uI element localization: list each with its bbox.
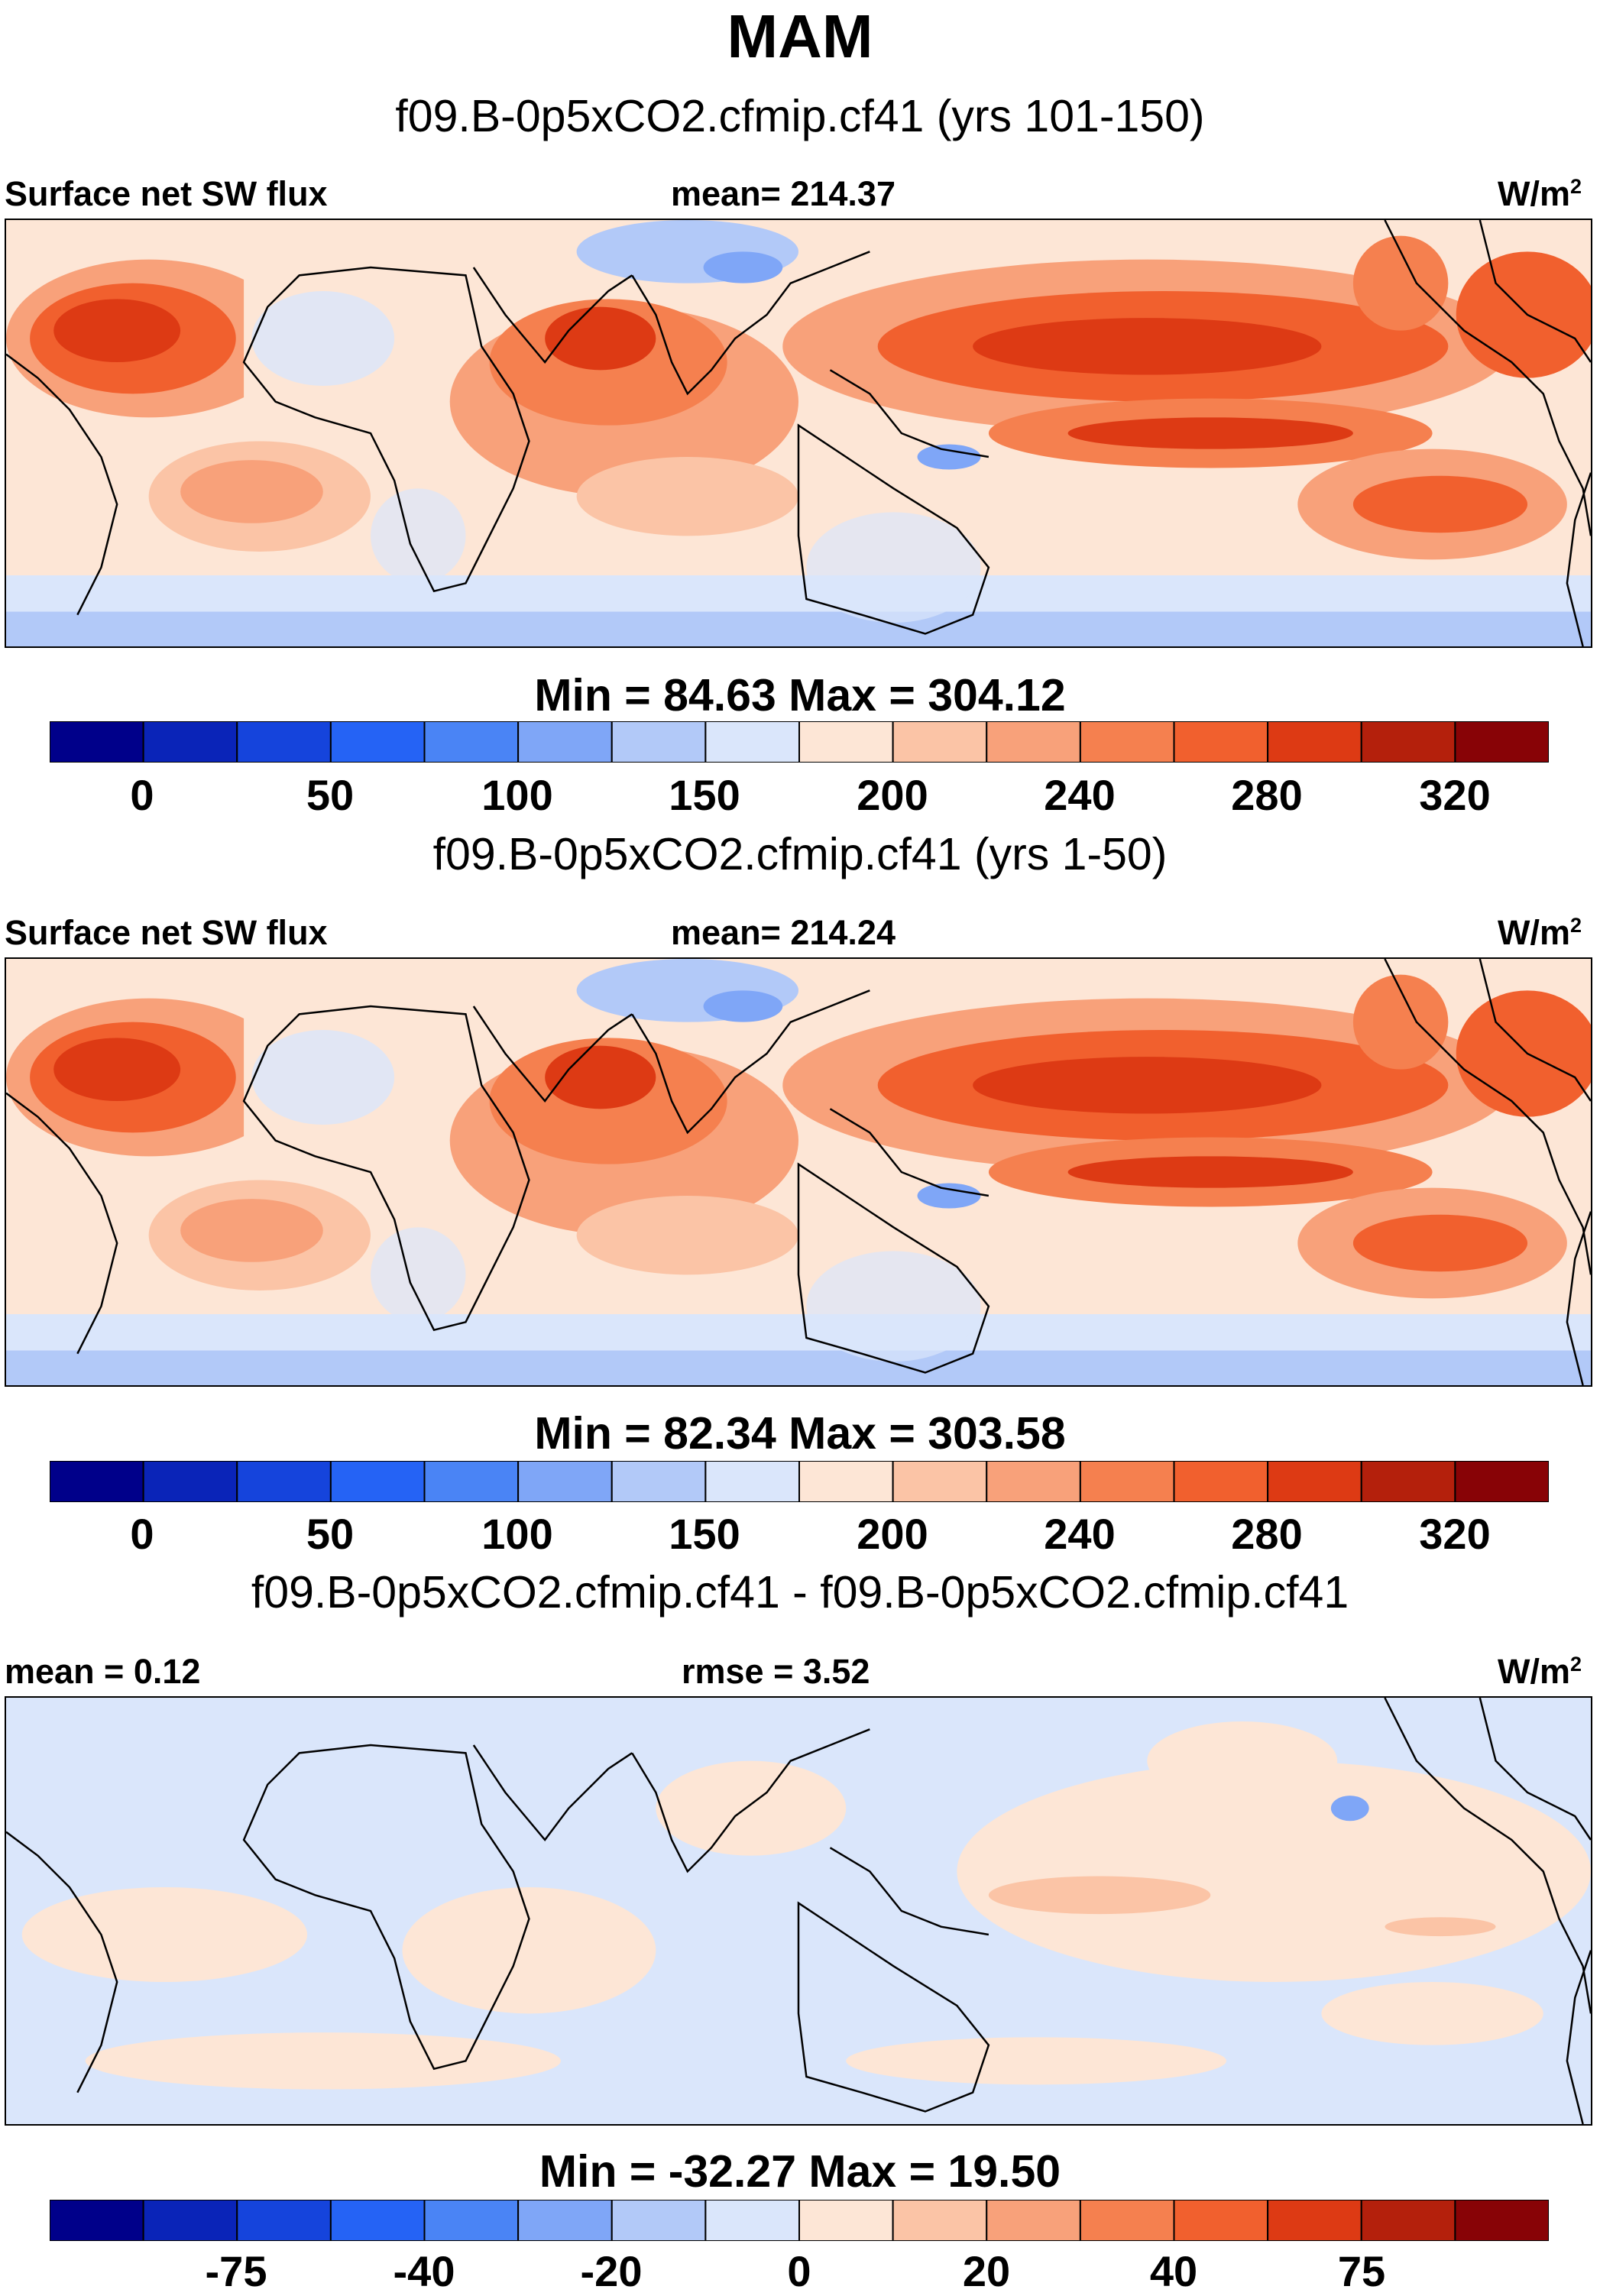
- colorbar-swatch: [1173, 2200, 1269, 2241]
- panel3-mean-label: mean = 0.12: [5, 1652, 201, 1691]
- colorbar-swatch: [142, 1461, 238, 1502]
- colorbar-swatch: [50, 721, 144, 763]
- colorbar-swatch: [1267, 1461, 1362, 1502]
- panel3-rmse-label: rmse = 3.52: [682, 1652, 870, 1691]
- colorbar-swatch: [1267, 2200, 1362, 2241]
- colorbar-swatch: [611, 1461, 707, 1502]
- panel1-colorbar: [50, 721, 1549, 763]
- colorbar-swatch: [798, 1461, 894, 1502]
- panel2-variable-label: Surface net SW flux: [5, 913, 328, 952]
- panel3-subtitle: f09.B-0p5xCO2.cfmip.cf41 - f09.B-0p5xCO2…: [251, 1567, 1349, 1618]
- colorbar-swatch: [1079, 2200, 1175, 2241]
- panel1-variable-label: Surface net SW flux: [5, 174, 328, 213]
- panel3-tick: -75: [205, 2247, 267, 2295]
- colorbar-swatch: [704, 1461, 801, 1502]
- colorbar-swatch: [892, 1461, 988, 1502]
- panel2-tick: 50: [306, 1510, 355, 1558]
- panel1-subtitle: f09.B-0p5xCO2.cfmip.cf41 (yrs 101-150): [395, 91, 1205, 141]
- colorbar-swatch: [1079, 721, 1175, 763]
- colorbar-swatch: [611, 2200, 707, 2241]
- colorbar-swatch: [423, 721, 520, 763]
- colorbar-swatch: [423, 2200, 520, 2241]
- colorbar-swatch: [1360, 1461, 1456, 1502]
- colorbar-swatch: [50, 2200, 144, 2241]
- panel2-subtitle: f09.B-0p5xCO2.cfmip.cf41 (yrs 1-50): [432, 829, 1168, 879]
- colorbar-swatch: [704, 2200, 801, 2241]
- panel1-units: W/m2: [1498, 174, 1582, 213]
- colorbar-swatch: [892, 2200, 988, 2241]
- colorbar-swatch: [517, 1461, 613, 1502]
- panel2-tick: 240: [1044, 1510, 1116, 1558]
- colorbar-swatch: [1173, 721, 1269, 763]
- panel3-tick: -20: [580, 2247, 643, 2295]
- figure-title: MAM: [727, 2, 873, 70]
- panel2-map: [5, 957, 1592, 1387]
- colorbar-swatch: [517, 2200, 613, 2241]
- colorbar-swatch: [1454, 1461, 1549, 1502]
- panel2-mean-label: mean= 214.24: [671, 913, 896, 952]
- panel2-units: W/m2: [1498, 913, 1582, 952]
- panel2-minmax: Min = 82.34 Max = 303.58: [534, 1408, 1066, 1459]
- colorbar-swatch: [142, 2200, 238, 2241]
- colorbar-swatch: [1360, 2200, 1456, 2241]
- colorbar-swatch: [1079, 1461, 1175, 1502]
- colorbar-swatch: [986, 1461, 1081, 1502]
- colorbar-swatch: [236, 1461, 332, 1502]
- colorbar-swatch: [1267, 721, 1362, 763]
- colorbar-swatch: [517, 721, 613, 763]
- colorbar-swatch: [142, 721, 238, 763]
- colorbar-swatch: [798, 721, 894, 763]
- colorbar-swatch: [329, 2200, 426, 2241]
- colorbar-swatch: [611, 721, 707, 763]
- colorbar-swatch: [1454, 2200, 1549, 2241]
- panel3-minmax: Min = -32.27 Max = 19.50: [539, 2146, 1061, 2197]
- panel1-tick: 50: [306, 771, 355, 819]
- panel2-tick: 200: [857, 1510, 928, 1558]
- colorbar-swatch: [798, 2200, 894, 2241]
- panel3-tick: 75: [1337, 2247, 1386, 2295]
- colorbar-swatch: [704, 721, 801, 763]
- colorbar-swatch: [986, 721, 1081, 763]
- colorbar-swatch: [986, 2200, 1081, 2241]
- panel1-tick: 200: [857, 771, 928, 819]
- colorbar-swatch: [329, 1461, 426, 1502]
- panel3-units: W/m2: [1498, 1652, 1582, 1691]
- panel3-colorbar: [50, 2200, 1549, 2241]
- panel3-tick: 0: [787, 2247, 811, 2295]
- panel1-tick: 320: [1419, 771, 1491, 819]
- colorbar-swatch: [50, 1461, 144, 1502]
- panel1-minmax: Min = 84.63 Max = 304.12: [534, 670, 1066, 721]
- panel3-tick: 20: [962, 2247, 1011, 2295]
- panel2-tick: 320: [1419, 1510, 1491, 1558]
- panel2-tick: 0: [130, 1510, 154, 1558]
- panel2-tick: 280: [1231, 1510, 1303, 1558]
- panel3-map: [5, 1696, 1592, 2126]
- panel2-tick: 150: [669, 1510, 740, 1558]
- colorbar-swatch: [236, 2200, 332, 2241]
- colorbar-swatch: [423, 1461, 520, 1502]
- panel1-tick: 150: [669, 771, 740, 819]
- colorbar-swatch: [236, 721, 332, 763]
- panel2-tick: 100: [481, 1510, 553, 1558]
- colorbar-swatch: [1454, 721, 1549, 763]
- colorbar-swatch: [1360, 721, 1456, 763]
- panel1-map: [5, 219, 1592, 648]
- panel1-tick: 100: [481, 771, 553, 819]
- panel1-tick: 240: [1044, 771, 1116, 819]
- panel1-mean-label: mean= 214.37: [671, 174, 896, 213]
- panel3-tick: -40: [393, 2247, 455, 2295]
- panel2-colorbar: [50, 1461, 1549, 1502]
- colorbar-swatch: [1173, 1461, 1269, 1502]
- panel3-tick: 40: [1149, 2247, 1198, 2295]
- colorbar-swatch: [329, 721, 426, 763]
- panel1-tick: 0: [130, 771, 154, 819]
- panel1-tick: 280: [1231, 771, 1303, 819]
- colorbar-swatch: [892, 721, 988, 763]
